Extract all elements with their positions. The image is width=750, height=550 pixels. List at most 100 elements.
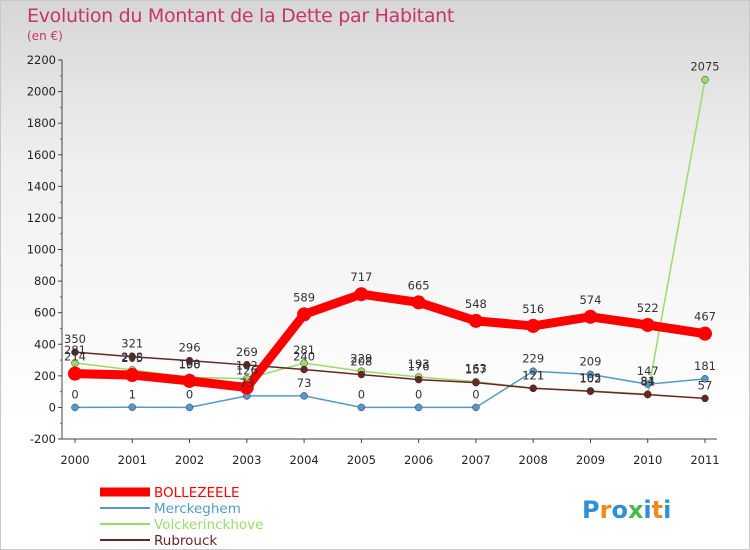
x-tick-label: 2003 <box>232 453 261 467</box>
chart-unit: (en €) <box>27 29 63 43</box>
data-label: 229 <box>522 351 544 365</box>
x-tick-label: 2009 <box>576 453 605 467</box>
data-label: 0 <box>71 387 78 401</box>
y-tick-label: 0 <box>49 400 56 414</box>
data-label: 181 <box>694 359 716 373</box>
data-point <box>185 403 194 412</box>
data-label: 121 <box>522 368 544 382</box>
data-label: 0 <box>472 387 479 401</box>
data-point <box>586 370 595 379</box>
x-tick-label: 2006 <box>404 453 433 467</box>
data-point <box>239 380 254 395</box>
data-label: 205 <box>121 351 143 365</box>
data-label: 73 <box>239 376 254 390</box>
y-tick-label: 2000 <box>27 85 56 99</box>
data-point <box>297 307 312 322</box>
data-point <box>68 366 82 381</box>
data-label: 281 <box>64 343 86 357</box>
y-tick-label: 1000 <box>27 243 56 257</box>
y-tick-label: 200 <box>34 369 56 383</box>
data-point <box>128 403 137 412</box>
data-label: 193 <box>408 357 430 371</box>
data-point <box>414 375 423 384</box>
data-label: 574 <box>579 293 601 307</box>
data-point <box>128 352 137 361</box>
data-label: 163 <box>465 362 487 376</box>
x-tick-label: 2007 <box>461 453 490 467</box>
data-point <box>701 75 709 84</box>
chart-title: Evolution du Montant de la Dette par Hab… <box>27 5 455 27</box>
data-point <box>468 313 483 328</box>
data-point <box>185 356 194 365</box>
data-label: 350 <box>64 332 86 346</box>
data-label: 168 <box>179 357 201 371</box>
y-tick-label: 1200 <box>27 211 56 225</box>
data-label: 176 <box>408 360 430 374</box>
data-label: 147 <box>637 364 659 378</box>
data-label: 321 <box>121 337 143 351</box>
data-point <box>643 390 652 399</box>
data-point <box>71 348 79 356</box>
data-label: 467 <box>694 310 716 324</box>
data-label: 126 <box>236 364 258 378</box>
data-point <box>640 317 655 332</box>
y-tick-label: 1600 <box>27 148 56 162</box>
data-label: 281 <box>293 343 315 357</box>
data-point <box>71 403 79 412</box>
y-tick-label: 2200 <box>27 53 56 67</box>
data-label: 157 <box>465 363 487 377</box>
data-point <box>411 295 426 310</box>
data-point <box>643 380 652 388</box>
data-label: 0 <box>415 387 422 401</box>
data-point <box>357 370 366 379</box>
data-label: 105 <box>579 371 601 385</box>
data-label: 84 <box>640 374 655 388</box>
proxiti-logo: Proxiti <box>582 496 671 524</box>
data-point <box>529 367 537 376</box>
data-point <box>300 365 308 374</box>
data-label: 2075 <box>690 60 719 74</box>
data-point <box>701 394 709 403</box>
y-tick-label: 400 <box>34 337 56 351</box>
data-label: 73 <box>297 376 312 390</box>
data-label: 229 <box>350 351 372 365</box>
data-label: 208 <box>350 355 372 369</box>
data-point <box>243 361 251 369</box>
x-tick-label: 2008 <box>519 453 548 467</box>
data-point <box>71 359 79 367</box>
series-line-rubrouck <box>74 351 706 400</box>
data-label: 522 <box>637 301 659 315</box>
data-label: 240 <box>293 350 315 364</box>
legend-label: Rubrouck <box>154 533 217 549</box>
y-tick-label: 1800 <box>27 116 56 130</box>
legend-label: Merckeghem <box>154 501 241 517</box>
x-tick-label: 2004 <box>289 453 318 467</box>
data-label: 121 <box>522 368 544 382</box>
data-label: 214 <box>64 350 86 364</box>
legend-label: BOLLEZEELE <box>154 485 240 501</box>
data-label: 209 <box>579 354 601 368</box>
data-point <box>354 287 369 302</box>
data-label: 665 <box>408 278 430 292</box>
data-label: 81 <box>640 375 655 389</box>
x-tick-label: 2002 <box>175 453 204 467</box>
y-tick-label: -200 <box>30 432 56 446</box>
data-point <box>472 403 480 412</box>
data-point <box>125 368 140 383</box>
data-label: 269 <box>236 345 258 359</box>
x-tick-label: 2005 <box>347 453 376 467</box>
y-tick-label: 800 <box>34 274 56 288</box>
data-label: 102 <box>579 371 601 385</box>
data-point <box>357 403 366 412</box>
data-point <box>472 378 480 387</box>
series-line-volckerinckhove <box>74 78 706 395</box>
data-point <box>529 384 537 393</box>
x-tick-label: 2011 <box>690 453 719 467</box>
data-label: 589 <box>293 290 315 304</box>
data-label: 190 <box>179 357 201 371</box>
data-point <box>300 392 308 400</box>
data-point <box>583 309 598 324</box>
data-point <box>526 318 541 333</box>
